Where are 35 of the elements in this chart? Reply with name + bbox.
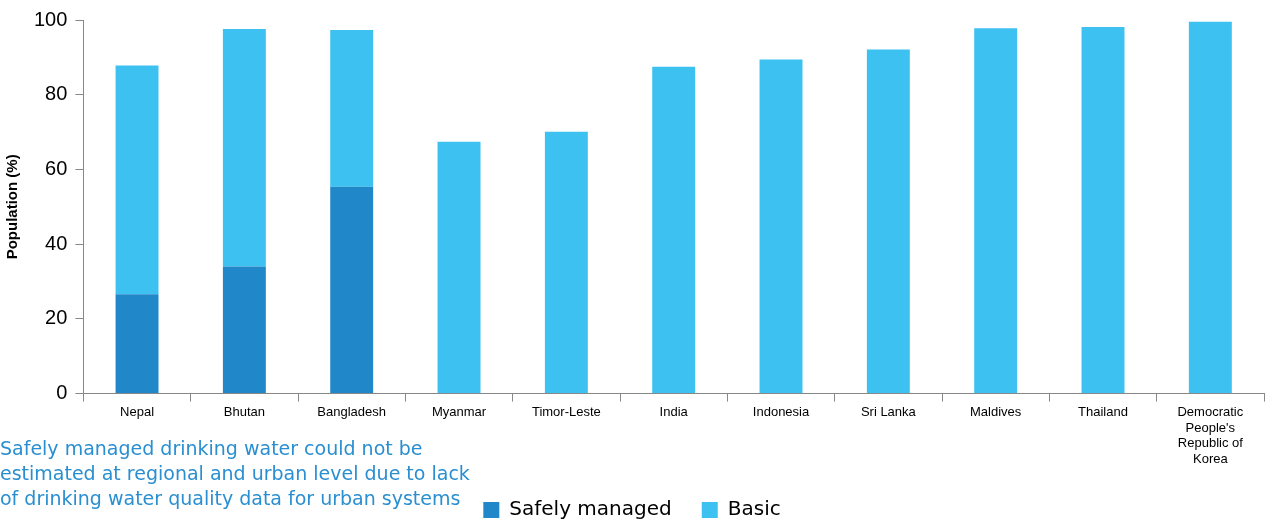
bar bbox=[437, 141, 481, 394]
y-tick-label: 60 bbox=[45, 156, 68, 179]
x-tick-label: Nepal bbox=[120, 403, 155, 419]
bar bbox=[974, 28, 1018, 394]
bar bbox=[222, 28, 266, 267]
bar bbox=[330, 30, 374, 187]
bar bbox=[1081, 27, 1125, 394]
x-tick-label: India bbox=[659, 403, 689, 419]
bar bbox=[330, 186, 374, 394]
x-tick-label: Bangladesh bbox=[317, 403, 387, 419]
legend-label: Basic bbox=[727, 496, 781, 521]
bar bbox=[652, 66, 696, 394]
x-tick-label: Thailand bbox=[1078, 403, 1128, 419]
y-tick-label: 80 bbox=[45, 82, 68, 105]
y-tick-label: 20 bbox=[45, 306, 68, 329]
y-axis-title: Population (%) bbox=[3, 154, 21, 260]
bar bbox=[866, 49, 910, 394]
y-tick-label: 0 bbox=[56, 381, 68, 404]
bar bbox=[1188, 21, 1232, 394]
x-tick-label: Democratic People's Republic of Korea bbox=[1177, 403, 1244, 466]
text: Safely managed drinking water could not be estimated at regional and urban level due to lack of drinking water quality data for urban systems bbox=[0, 436, 471, 511]
x-tick-label: Bhutan bbox=[223, 403, 265, 419]
bar bbox=[115, 65, 159, 295]
x-tick-label: Sri Lanka bbox=[860, 403, 917, 419]
bar bbox=[115, 294, 159, 394]
x-tick-label: Timor-Leste bbox=[531, 403, 601, 419]
y-tick-label: 40 bbox=[45, 231, 68, 254]
x-tick-label: Myanmar bbox=[431, 403, 487, 419]
y-tick-label: 100 bbox=[33, 7, 68, 30]
bar bbox=[544, 131, 588, 394]
bar bbox=[759, 59, 803, 394]
bar bbox=[222, 266, 266, 394]
x-tick-label: Maldives bbox=[970, 403, 1022, 419]
x-tick-label: Indonesia bbox=[752, 403, 810, 419]
legend-label: Safely managed bbox=[509, 496, 672, 521]
